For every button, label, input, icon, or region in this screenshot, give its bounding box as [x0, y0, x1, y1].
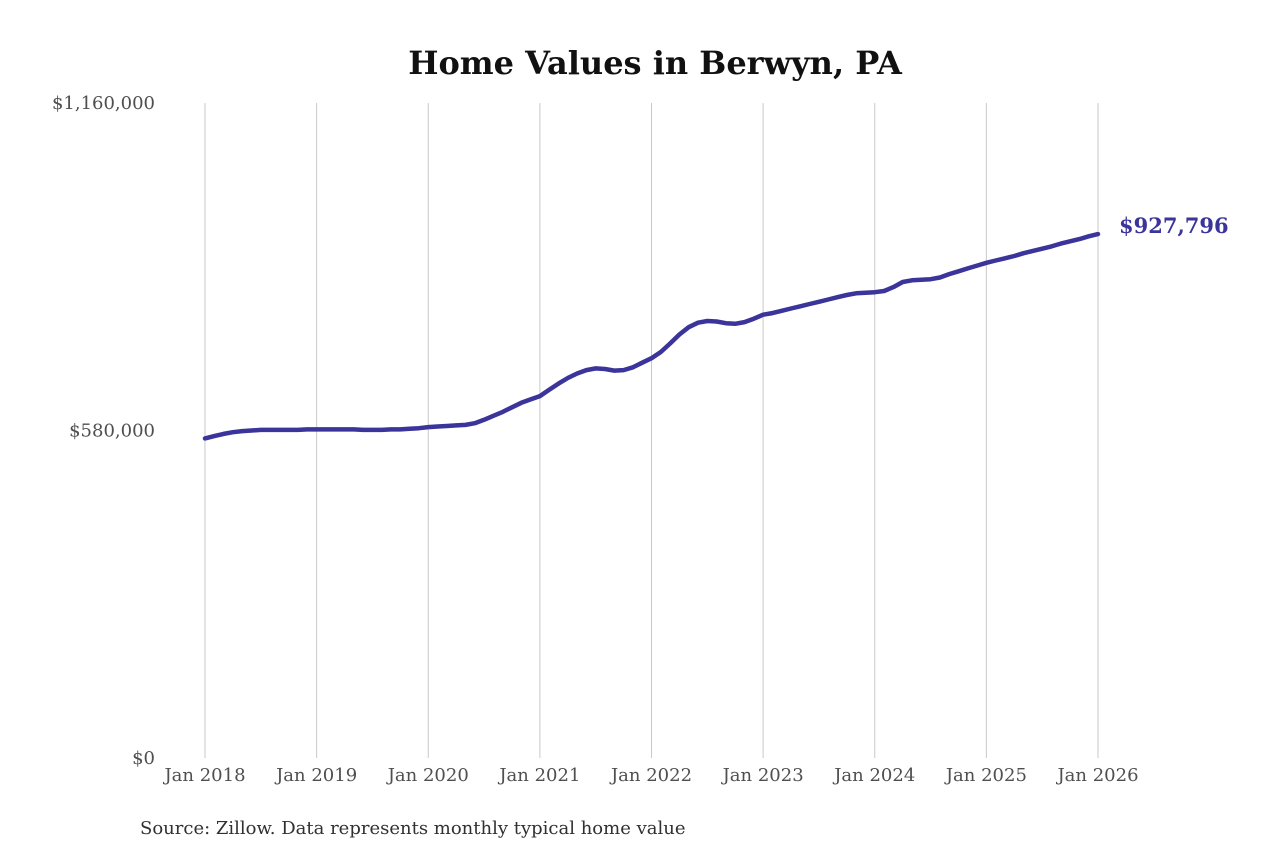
- end-value-label: $927,796: [1119, 213, 1229, 238]
- x-tick-label: Jan 2025: [944, 765, 1027, 786]
- x-axis-labels: Jan 2018 Jan 2019 Jan 2020 Jan 2021 Jan 2022…: [162, 765, 1138, 786]
- y-tick-label: $580,000: [69, 421, 155, 442]
- x-tick-label: Jan 2024: [832, 765, 915, 786]
- y-tick-label: $0: [132, 748, 155, 769]
- chart-title: Home Values in Berwyn, PA: [408, 44, 903, 82]
- value-line: [202, 231, 1101, 441]
- x-tick-label: Jan 2022: [609, 765, 692, 786]
- x-tick-label: Jan 2020: [386, 765, 469, 786]
- x-tick-label: Jan 2019: [274, 765, 357, 786]
- source-note: Source: Zillow. Data represents monthly …: [140, 818, 686, 839]
- x-tick-label: Jan 2018: [162, 765, 245, 786]
- y-axis-labels: $0 $580,000 $1,160,000: [52, 93, 155, 769]
- x-tick-label: Jan 2026: [1055, 765, 1138, 786]
- x-tick-label: Jan 2023: [721, 765, 804, 786]
- gridlines: [204, 103, 1099, 758]
- x-tick-label: Jan 2021: [497, 765, 580, 786]
- y-tick-label: $1,160,000: [52, 93, 155, 114]
